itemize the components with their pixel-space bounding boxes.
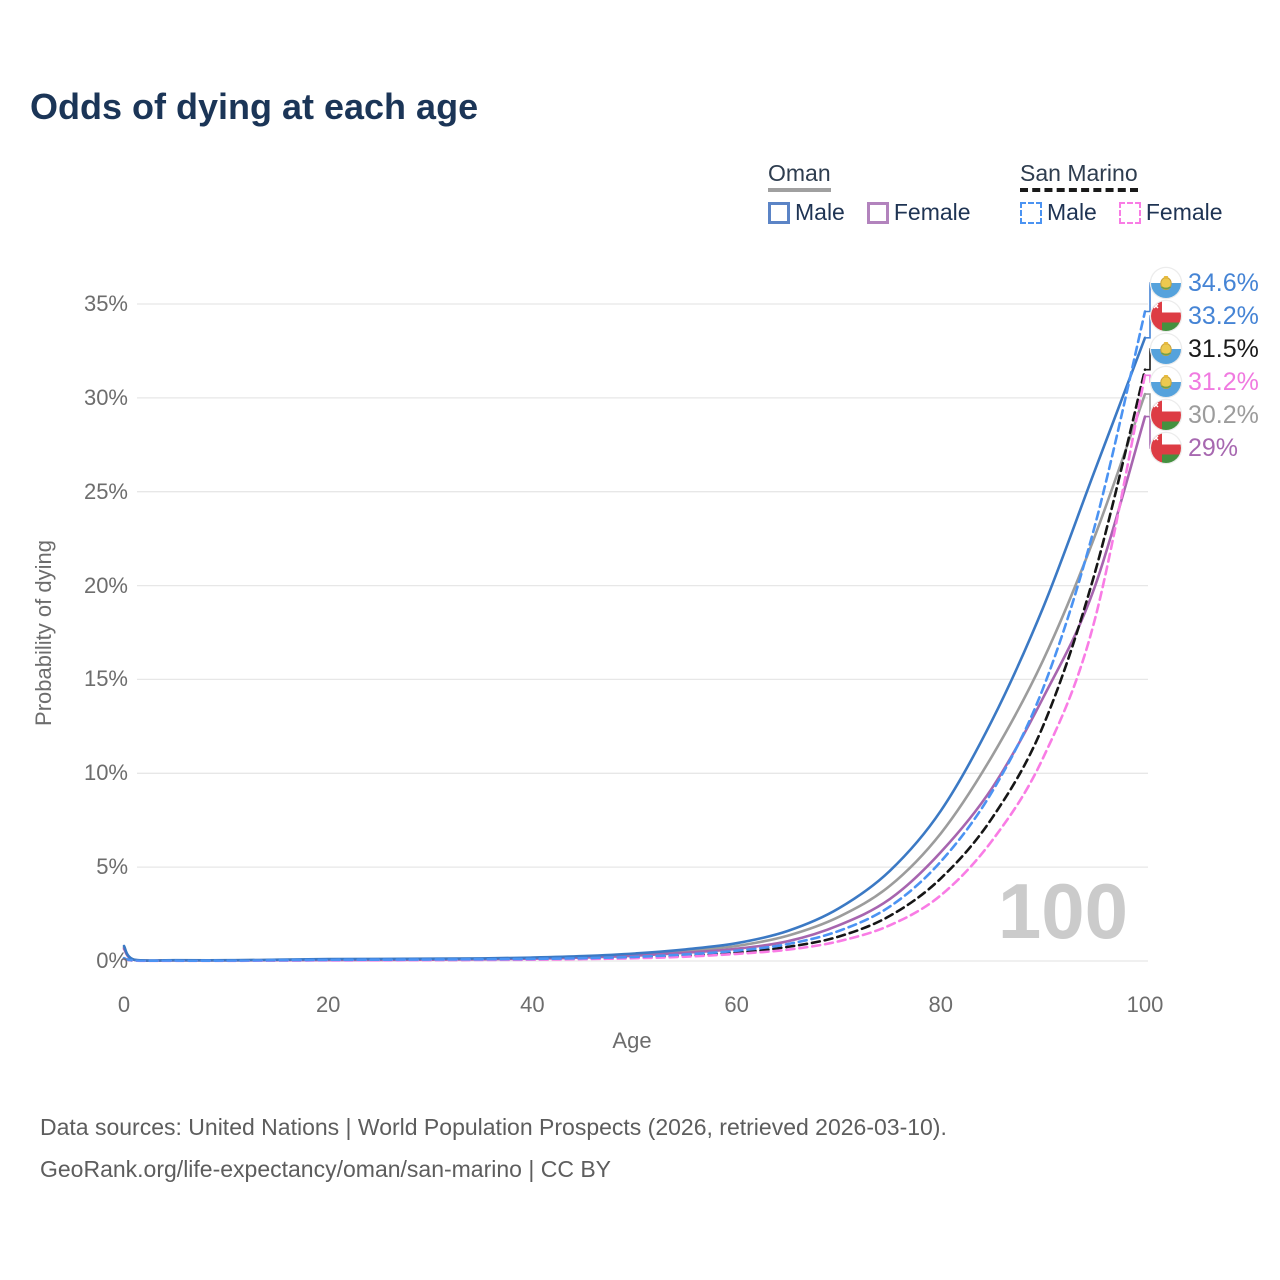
legend-label: Male — [1047, 199, 1097, 225]
x-axis-title: Age — [612, 1028, 652, 1053]
san-marino-flag-icon — [1149, 365, 1183, 399]
footer: Data sources: United Nations | World Pop… — [40, 1106, 947, 1190]
y-tick-label: 5% — [96, 854, 128, 880]
series-line-oman-both-sexes[interactable] — [122, 392, 1147, 962]
x-tick-label: 80 — [928, 992, 954, 1017]
footer-sources: Data sources: United Nations | World Pop… — [40, 1114, 947, 1140]
series-line-oman-female[interactable] — [122, 415, 1147, 963]
oman-flag-icon — [1149, 431, 1183, 465]
oman-line-key — [768, 188, 831, 192]
san-marino-flag-icon — [1149, 266, 1183, 300]
y-tick-label: 0% — [96, 948, 128, 973]
y-tick-label: 30% — [83, 384, 128, 410]
end-label-oman-female: 29% — [1149, 431, 1238, 465]
end-label-value: 31.5% — [1188, 335, 1259, 363]
legend-item-san-marino-female[interactable]: Female — [1118, 199, 1223, 226]
legend-group-oman: Oman Male Female — [768, 160, 971, 226]
end-label-san-marino-male: 34.6% — [1149, 266, 1259, 300]
end-label-san-marino-female: 31.2% — [1149, 365, 1259, 399]
end-label-value: 29% — [1188, 434, 1239, 462]
end-label-oman-male: 33.2% — [1149, 299, 1259, 333]
end-label-value: 33.2% — [1188, 302, 1259, 330]
san-marino-male-swatch — [1020, 201, 1042, 224]
legend-label: Female — [1145, 199, 1223, 225]
watermark-age-100: 100 — [997, 867, 1128, 955]
x-tick-label: 100 — [1126, 992, 1164, 1017]
x-tick-label: 20 — [315, 992, 341, 1017]
oman-flag-icon — [1149, 299, 1183, 333]
end-label-value: 31.2% — [1188, 368, 1259, 396]
end-label-oman-both-sexes: 30.2% — [1149, 398, 1259, 432]
y-tick-label: 15% — [83, 666, 128, 692]
end-label-san-marino-both-sexes: 31.5% — [1149, 332, 1259, 366]
y-axis-title: Probability of dying — [31, 540, 56, 726]
series-line-san-marino-male[interactable] — [122, 310, 1147, 962]
legend-country-oman: Oman — [768, 160, 831, 186]
legend-item-oman-female[interactable]: Female — [866, 199, 971, 226]
legend-item-oman-male[interactable]: Male — [768, 199, 845, 226]
end-label-value: 34.6% — [1188, 269, 1259, 297]
san-marino-line-key — [1020, 188, 1138, 192]
x-tick-label: 40 — [520, 992, 545, 1017]
legend-group-san-marino: San Marino Male Female — [1020, 160, 1223, 226]
y-tick-label: 25% — [83, 478, 128, 504]
y-tick-label: 20% — [83, 572, 128, 598]
page-title: Odds of dying at each age — [30, 86, 479, 127]
oman-male-swatch — [768, 201, 790, 224]
end-label-value: 30.2% — [1188, 401, 1259, 429]
footer-attribution: GeoRank.org/life-expectancy/oman/san-mar… — [40, 1156, 612, 1182]
oman-female-swatch — [866, 201, 889, 224]
legend-label: Female — [893, 199, 971, 225]
y-tick-label: 35% — [83, 291, 128, 316]
series-line-san-marino-both-sexes[interactable] — [122, 368, 1147, 963]
san-marino-flag-icon — [1149, 332, 1183, 366]
x-tick-label: 60 — [724, 992, 749, 1017]
y-tick-label: 10% — [83, 760, 128, 786]
san-marino-female-swatch — [1118, 201, 1141, 224]
legend-label: Male — [795, 199, 845, 225]
oman-flag-icon — [1149, 398, 1183, 432]
series-line-san-marino-female[interactable] — [122, 374, 1147, 963]
legend-country-san-marino: San Marino — [1020, 160, 1138, 186]
x-tick-label: 0 — [117, 992, 131, 1017]
legend-item-san-marino-male[interactable]: Male — [1020, 199, 1097, 226]
